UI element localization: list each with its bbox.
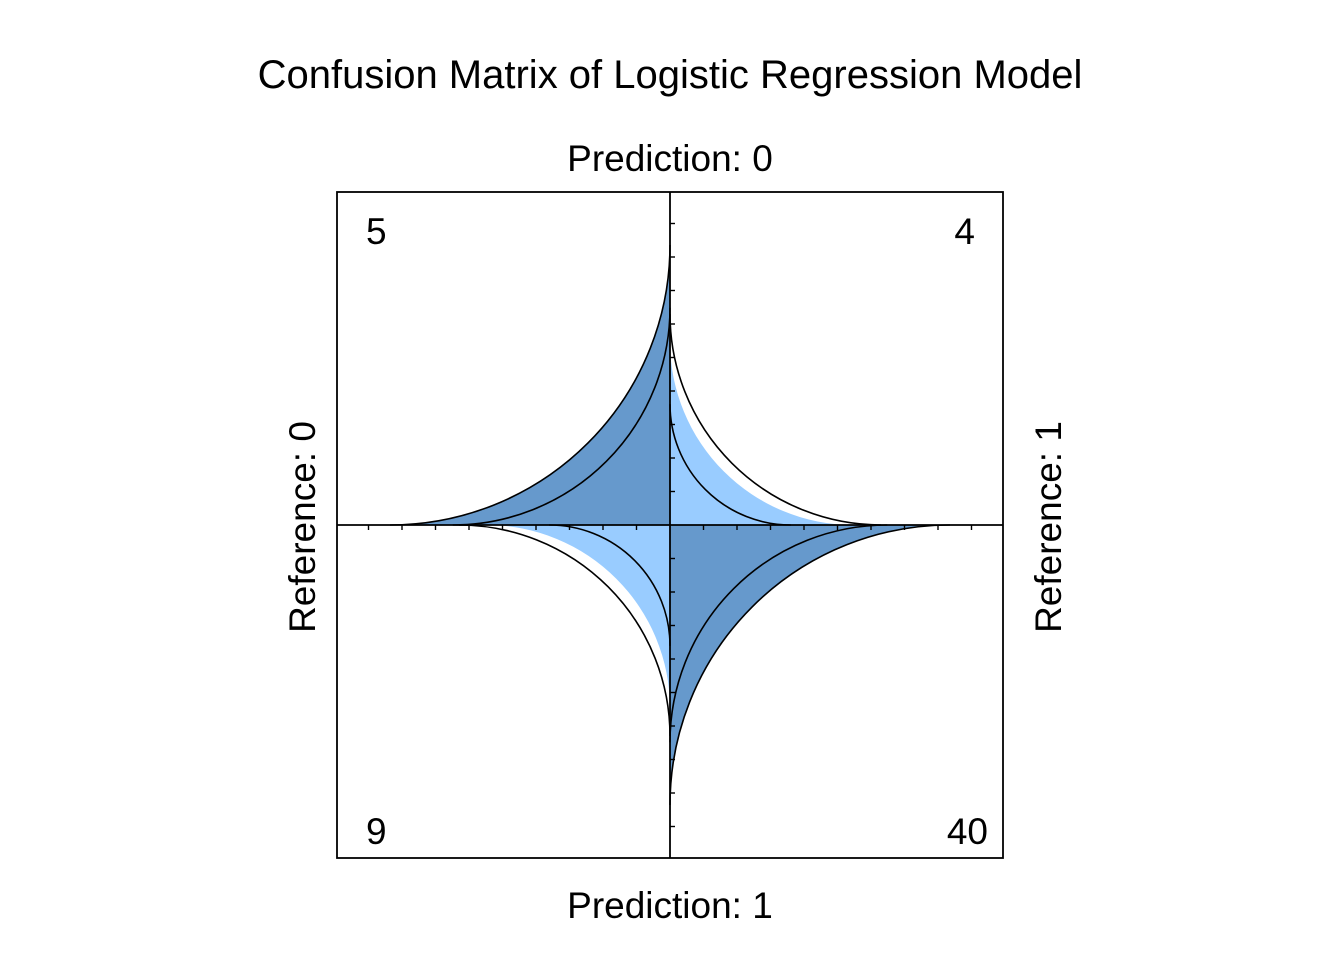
count-label-bottom-left: 9 [366,811,387,852]
quadrant-fills [388,243,952,807]
count-label-bottom-right: 40 [947,811,988,852]
ring-outer-bottom-left [458,524,671,737]
ring-inner-top-right [669,404,791,526]
ring-inner-bottom-left [549,524,671,646]
left-axis-label: Reference: 0 [282,421,323,633]
ring-outer-top-left [390,245,671,526]
ring-outer-bottom-right [669,524,950,805]
quadrant-bottom-right [670,525,952,807]
chart-title: Confusion Matrix of Logistic Regression … [258,53,1083,97]
count-label-top-left: 5 [366,211,387,252]
axes [336,191,1004,859]
count-label-top-right: 4 [954,211,975,252]
quadrant-top-left [388,243,670,526]
quadrant-top-right [670,341,854,525]
right-axis-label: Reference: 1 [1028,421,1069,633]
bottom-axis-label: Prediction: 1 [567,885,773,926]
ring-inner-top-left [452,307,671,526]
confidence-rings [390,245,950,805]
top-axis-label: Prediction: 0 [567,138,773,179]
ring-inner-bottom-right [669,524,888,743]
ring-outer-top-right [669,313,882,526]
quadrant-bottom-left [486,525,670,709]
